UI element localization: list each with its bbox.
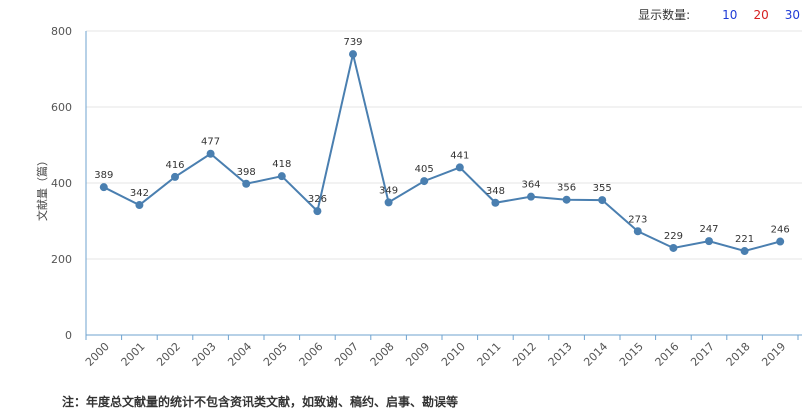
- data-label-2001: 342: [130, 188, 149, 199]
- series-line: [103, 53, 781, 253]
- data-label-2006: 326: [308, 194, 327, 205]
- x-tick-labels: 2000 2001 2002 2003 2004 2005 2006 2007 2008 2009…: [83, 340, 788, 369]
- data-label-2009: 405: [415, 164, 434, 175]
- x-tick-label: 2002: [154, 340, 183, 369]
- data-point-2012[interactable]: [527, 192, 535, 201]
- x-tick-label: 2008: [368, 340, 397, 369]
- x-tick-label: 2001: [119, 340, 148, 369]
- data-label-2002: 416: [165, 160, 184, 171]
- data-points: [99, 50, 785, 256]
- data-label-2014: 355: [593, 183, 612, 194]
- data-point-2014[interactable]: [598, 196, 607, 205]
- display-count-option-20[interactable]: 20: [753, 7, 769, 22]
- y-tick-label: 800: [51, 25, 72, 38]
- y-tick-label: 600: [51, 101, 72, 114]
- data-labels: 389 342 416 477 398 418 326 739 349 405 441 348 364 3…: [94, 37, 789, 245]
- data-label-2011: 348: [486, 186, 505, 197]
- y-tick-label: 400: [51, 177, 72, 190]
- data-point-2007[interactable]: [349, 50, 357, 59]
- data-label-2003: 477: [201, 137, 220, 148]
- data-label-2019: 246: [771, 225, 790, 236]
- data-point-2002[interactable]: [171, 172, 179, 181]
- data-label-2010: 441: [450, 150, 469, 161]
- x-tick-label: 2006: [297, 340, 326, 369]
- data-label-2012: 364: [521, 180, 540, 191]
- data-label-2015: 273: [628, 214, 647, 225]
- data-point-2004[interactable]: [242, 179, 251, 188]
- y-tick-labels: 0 200 400 600 800: [51, 25, 72, 342]
- data-label-2018: 221: [735, 234, 754, 245]
- data-point-2008[interactable]: [384, 198, 393, 207]
- data-point-2001[interactable]: [135, 201, 144, 210]
- display-count-option-10[interactable]: 10: [722, 7, 738, 22]
- data-label-2000: 389: [94, 170, 113, 181]
- x-tick-label: 2013: [546, 340, 575, 369]
- x-tick-label: 2012: [510, 340, 539, 369]
- data-label-2008: 349: [379, 185, 398, 196]
- x-tick-label: 2015: [617, 340, 646, 369]
- display-count-option-30[interactable]: 30: [784, 7, 800, 22]
- chart-grid: [86, 30, 802, 260]
- x-tick-label: 2010: [439, 340, 468, 369]
- y-tick-label: 0: [65, 329, 72, 342]
- data-point-2000[interactable]: [99, 183, 108, 192]
- x-tick-label: 2014: [581, 340, 610, 369]
- x-tick-label: 2016: [653, 340, 682, 369]
- display-count-controls: 显示数量: 10 20 30: [638, 6, 800, 23]
- x-tick-label: 2018: [724, 340, 753, 369]
- x-tick-label: 2019: [759, 340, 788, 369]
- data-point-2016[interactable]: [669, 243, 678, 252]
- data-point-2010[interactable]: [455, 163, 464, 172]
- data-label-2013: 356: [557, 183, 576, 194]
- data-label-2005: 418: [272, 159, 291, 170]
- data-label-2017: 247: [699, 224, 718, 235]
- x-tick-label: 2011: [475, 340, 504, 369]
- x-tick-label: 2004: [225, 340, 254, 369]
- data-point-2003[interactable]: [206, 149, 215, 158]
- data-point-2009[interactable]: [420, 177, 429, 186]
- x-tick-label: 2000: [83, 340, 112, 369]
- data-label-2016: 229: [664, 231, 683, 242]
- x-tick-label: 2017: [688, 340, 717, 369]
- x-tick-label: 2007: [332, 340, 361, 369]
- data-point-2018[interactable]: [740, 247, 749, 256]
- data-label-2004: 398: [237, 167, 256, 178]
- y-axis-label: 文献量（篇）: [35, 155, 49, 221]
- display-count-label: 显示数量:: [638, 8, 691, 22]
- x-tick-label: 2003: [190, 340, 219, 369]
- data-point-2011[interactable]: [491, 198, 500, 207]
- data-point-2017[interactable]: [705, 237, 713, 246]
- data-label-2007: 739: [343, 37, 362, 48]
- data-point-2013[interactable]: [562, 195, 571, 204]
- x-tick-label: 2005: [261, 340, 290, 369]
- data-point-2015[interactable]: [633, 227, 642, 236]
- data-point-2005[interactable]: [277, 172, 286, 181]
- data-point-2006[interactable]: [313, 207, 322, 216]
- y-tick-label: 200: [51, 253, 72, 266]
- x-tick-label: 2009: [403, 340, 432, 369]
- data-point-2019[interactable]: [776, 237, 785, 246]
- chart-axes: [85, 31, 802, 340]
- footnote: 注：年度总文献量的统计不包含资讯类文献，如致谢、稿约、启事、勘误等: [62, 395, 459, 409]
